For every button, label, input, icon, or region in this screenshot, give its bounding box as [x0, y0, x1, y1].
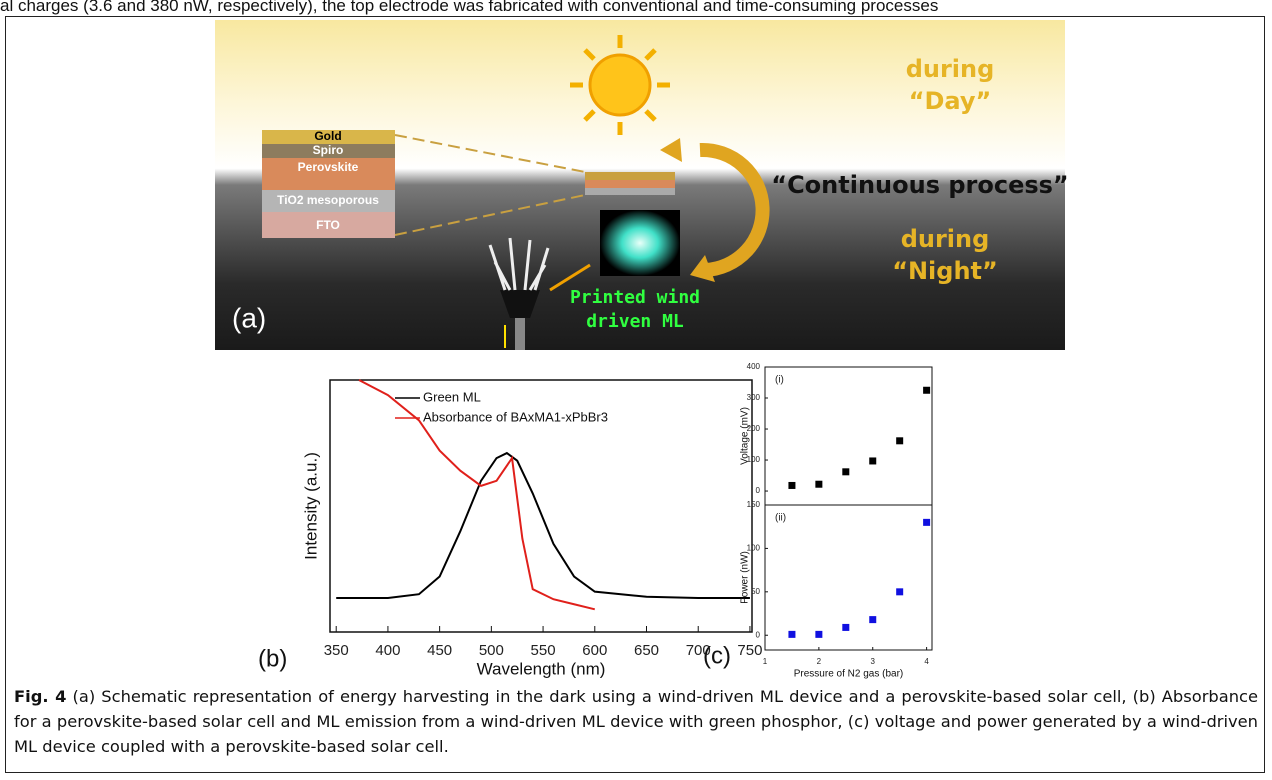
x-tick-label: 1 — [763, 657, 768, 666]
point — [788, 482, 795, 489]
legend-label: Green ML — [423, 389, 481, 404]
day-label: during — [906, 55, 995, 83]
caption-label: Fig. 4 — [14, 687, 66, 706]
y-tick-label: 150 — [747, 500, 761, 509]
caption-text: (a) Schematic representation of energy h… — [14, 687, 1258, 756]
panel-label: (ii) — [775, 513, 786, 524]
x-tick-label: 750 — [737, 642, 762, 659]
x-tick-label: 700 — [686, 642, 711, 659]
x-tick-label: 550 — [531, 642, 556, 659]
ml-glow — [600, 210, 680, 276]
device-label: driven ML — [586, 311, 684, 332]
x-tick-label: 2 — [817, 657, 822, 666]
y-tick-label: 50 — [751, 587, 760, 596]
layer-label: Spiro — [313, 143, 344, 157]
x-axis-label: Wavelength (nm) — [477, 659, 606, 678]
page: { "top_text": "al charges (3.6 and 380 n… — [0, 0, 1272, 780]
layer-label: Perovskite — [298, 160, 359, 174]
caption: Fig. 4 (a) Schematic representation of e… — [14, 684, 1258, 759]
y-tick-label: 0 — [756, 630, 761, 639]
sun — [590, 55, 650, 115]
device-label: Printed wind — [570, 287, 700, 308]
x-tick-label: 400 — [375, 642, 400, 659]
night-label: “Night” — [892, 257, 998, 285]
process-label: “Continuous process” — [771, 171, 1068, 199]
mini-device — [585, 180, 675, 188]
point — [869, 457, 876, 464]
point — [896, 588, 903, 595]
panel-label: (i) — [775, 375, 784, 386]
x-tick-label: 650 — [634, 642, 659, 659]
point — [923, 519, 930, 526]
panel-label: (a) — [232, 302, 266, 333]
point — [815, 631, 822, 638]
y-axis-label: Voltage (mV) — [740, 407, 751, 465]
x-tick-label: 600 — [582, 642, 607, 659]
x-tick-label: 350 — [324, 642, 349, 659]
point — [923, 387, 930, 394]
point — [788, 631, 795, 638]
panel-label: (b) — [258, 645, 287, 672]
y-axis-label: Power (nW) — [740, 551, 751, 604]
point — [815, 481, 822, 488]
point — [842, 624, 849, 631]
figure: Gold Spiro Perovskite TiO2 mesoporous FT… — [0, 0, 1272, 680]
x-tick-label: 450 — [427, 642, 452, 659]
y-axis-label: Intensity (a.u.) — [301, 452, 320, 560]
x-tick-label: 500 — [479, 642, 504, 659]
point — [869, 616, 876, 623]
layer-label: Gold — [314, 129, 341, 143]
x-tick-label: 3 — [871, 657, 876, 666]
point — [896, 437, 903, 444]
day-label: “Day” — [909, 87, 992, 115]
mini-device — [585, 172, 675, 180]
mini-device — [585, 188, 675, 195]
x-tick-label: 4 — [924, 657, 929, 666]
y-tick-label: 0 — [756, 486, 761, 495]
night-label: during — [901, 225, 990, 253]
wind-stem — [515, 318, 525, 350]
point — [842, 468, 849, 475]
layer-label: FTO — [316, 218, 340, 232]
y-tick-label: 400 — [747, 362, 761, 371]
y-tick-label: 300 — [747, 393, 761, 402]
x-axis-label: Pressure of N2 gas (bar) — [794, 669, 904, 680]
schematic: Gold Spiro Perovskite TiO2 mesoporous FT… — [215, 20, 1069, 350]
line — [336, 453, 750, 598]
layer-label: TiO2 mesoporous — [277, 193, 379, 207]
legend-label: Absorbance of BAxMA1-xPbBr3 — [423, 409, 608, 424]
